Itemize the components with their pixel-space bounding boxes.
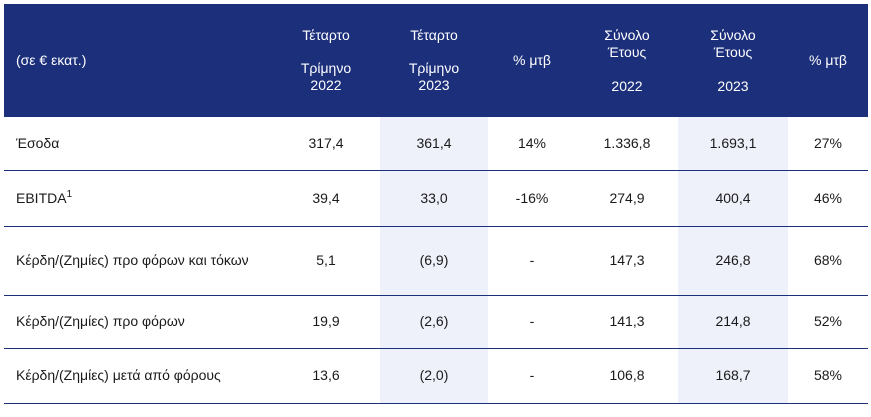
header-fy-2023-line3: 2023 — [717, 77, 749, 94]
row-label-text: Κέρδη/(Ζημίες) μετά από φόρους — [16, 367, 221, 383]
cell-fy-2022: 1.336,8 — [576, 117, 678, 171]
cell-pct-year: 58% — [788, 348, 868, 404]
cell-fy-2023: 400,4 — [678, 170, 788, 227]
cell-pct-quarter: 14% — [488, 117, 576, 171]
table-row: Έσοδα 317,4 361,4 14% 1.336,8 1.693,1 27… — [4, 117, 868, 171]
row-label: Έσοδα — [4, 117, 272, 171]
header-q4-2023-line1: Τέταρτο — [410, 27, 458, 43]
header-q4-2022: Τέταρτο Τρίμηνο 2022 — [272, 4, 380, 117]
cell-fy-2023: 168,7 — [678, 348, 788, 404]
cell-q4-2022: 13,6 — [272, 348, 380, 404]
header-q4-2022-line2: Τρίμηνο — [300, 60, 352, 76]
header-q4-2023-line3: 2023 — [418, 77, 450, 93]
cell-q4-2023: 361,4 — [380, 117, 488, 171]
row-label: EBITDA1 — [4, 170, 272, 227]
cell-fy-2022: 274,9 — [576, 170, 678, 227]
header-q4-2022-line3: 2022 — [310, 77, 342, 93]
header-q4-2023: Τέταρτο Τρίμηνο 2023 — [380, 4, 488, 117]
row-label: Κέρδη/(Ζημίες) μετά από φόρους — [4, 348, 272, 404]
cell-fy-2022: 141,3 — [576, 295, 678, 349]
row-label: Κέρδη/(Ζημίες) προ φόρων — [4, 295, 272, 349]
header-fy-2023-line1: Σύνολο — [710, 26, 756, 43]
header-q4-2022-line1: Τέταρτο — [302, 27, 350, 43]
header-row: (σε € εκατ.) Τέταρτο Τρίμηνο 2022 Τέταρτ… — [4, 4, 868, 117]
cell-q4-2022: 39,4 — [272, 170, 380, 227]
cell-pct-quarter: - — [488, 348, 576, 404]
cell-q4-2023: (2,6) — [380, 295, 488, 349]
row-label-text: Κέρδη/(Ζημίες) προ φόρων — [16, 313, 185, 329]
header-fy-2023: Σύνολο Έτους 2023 — [678, 4, 788, 117]
cell-pct-year: 68% — [788, 226, 868, 296]
unit-header: (σε € εκατ.) — [16, 52, 87, 68]
cell-pct-year: 52% — [788, 295, 868, 349]
header-fy-2022-line3: 2022 — [611, 77, 643, 94]
footnote-marker: 1 — [66, 188, 73, 200]
cell-fy-2023: 214,8 — [678, 295, 788, 349]
header-fy-2022-line1: Σύνολο — [604, 26, 650, 43]
cell-pct-quarter: -16% — [488, 170, 576, 227]
cell-q4-2022: 317,4 — [272, 117, 380, 171]
header-fy-2022: Σύνολο Έτους 2022 — [576, 4, 678, 117]
cell-q4-2023: (2,0) — [380, 348, 488, 404]
header-fy-2023-line2: Έτους — [713, 43, 753, 60]
header-pct-change-year: % μτβ — [809, 52, 847, 68]
table-row: Κέρδη/(Ζημίες) μετά από φόρους 13,6 (2,0… — [4, 348, 868, 404]
cell-fy-2022: 106,8 — [576, 348, 678, 404]
table-header: (σε € εκατ.) Τέταρτο Τρίμηνο 2022 Τέταρτ… — [4, 4, 868, 117]
table-row: Κέρδη/(Ζημίες) προ φόρων και τόκων 5,1 (… — [4, 226, 868, 296]
cell-q4-2022: 19,9 — [272, 295, 380, 349]
table-row: Κέρδη/(Ζημίες) προ φόρων 19,9 (2,6) - 14… — [4, 295, 868, 349]
row-label-text: Κέρδη/(Ζημίες) προ φόρων και τόκων — [16, 252, 249, 268]
financial-table-container: (σε € εκατ.) Τέταρτο Τρίμηνο 2022 Τέταρτ… — [0, 4, 871, 417]
cell-pct-year: 27% — [788, 117, 868, 171]
header-fy-2022-line2: Έτους — [607, 43, 647, 60]
table-body: Έσοδα 317,4 361,4 14% 1.336,8 1.693,1 27… — [4, 117, 868, 404]
cell-pct-year: 46% — [788, 170, 868, 227]
header-pct-change-quarter: % μτβ — [513, 52, 551, 68]
row-label: Κέρδη/(Ζημίες) προ φόρων και τόκων — [4, 226, 272, 296]
row-label-text: EBITDA — [16, 189, 67, 206]
cell-pct-quarter: - — [488, 295, 576, 349]
cell-q4-2023: (6,9) — [380, 226, 488, 296]
cell-q4-2023: 33,0 — [380, 170, 488, 227]
cell-fy-2023: 246,8 — [678, 226, 788, 296]
cell-q4-2022: 5,1 — [272, 226, 380, 296]
row-label-text: Έσοδα — [16, 134, 60, 151]
table-row: EBITDA1 39,4 33,0 -16% 274,9 400,4 46% — [4, 170, 868, 227]
financial-results-table: (σε € εκατ.) Τέταρτο Τρίμηνο 2022 Τέταρτ… — [4, 4, 868, 404]
cell-fy-2022: 147,3 — [576, 226, 678, 296]
cell-fy-2023: 1.693,1 — [678, 117, 788, 171]
header-q4-2023-line2: Τρίμηνο — [408, 60, 460, 76]
cell-pct-quarter: - — [488, 226, 576, 296]
